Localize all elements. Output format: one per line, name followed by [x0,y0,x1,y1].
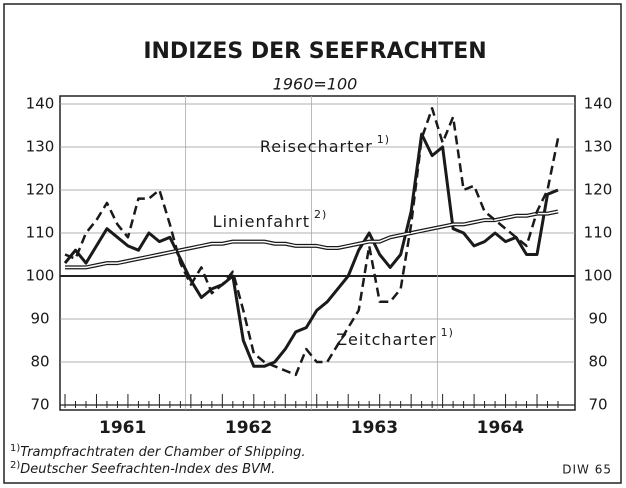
plot-frame [59,95,576,411]
series-line [63,132,559,368]
series-note: 1) [377,133,390,146]
x-tick-label: 1963 [351,418,398,438]
y-tick-label: 90 [30,310,49,328]
chart-subtitle: 1960=100 [273,75,358,94]
series-label: Linienfahrt 2) [213,208,328,231]
y2-tick-label: 80 [588,353,607,371]
y-tick-label: 70 [30,396,49,414]
y2-tick-label: 130 [584,138,613,156]
footnote-marker: 2) [10,460,20,471]
y2-tick-label: 110 [584,224,613,242]
y2-tick-label: 120 [584,181,613,199]
y-tick-label: 130 [26,138,55,156]
y-tick-label: 140 [26,95,55,113]
y-tick-label: 100 [26,267,55,285]
series-name: Reisecharter [260,137,373,156]
footnote-text: Deutscher Seefrachten-Index des BVM. [20,462,275,477]
series-label: Zeitcharter 1) [336,326,454,349]
y-tick-label: 120 [26,181,55,199]
footnote: 1)Trampfrachtraten der Chamber of Shippi… [10,443,305,460]
y-tick-label: 110 [26,224,55,242]
footnote-text: Trampfrachtraten der Chamber of Shipping… [20,445,305,460]
series-line-inner [65,210,559,269]
chart-title: INDIZES DER SEEFRACHTEN [143,39,486,64]
series-name: Linienfahrt [213,212,310,231]
source: DIW 65 [562,463,612,477]
y2-tick-label: 140 [584,95,613,113]
x-tick-label: 1962 [225,418,272,438]
x-tick-label: 1964 [477,418,524,438]
x-tick-label: 1961 [99,418,146,438]
series-label: Reisecharter 1) [260,133,390,156]
footnote-marker: 1) [10,443,20,454]
y-tick-label: 80 [30,353,49,371]
y2-tick-label: 70 [588,396,607,414]
y2-tick-label: 90 [588,310,607,328]
footnote: 2)Deutscher Seefrachten-Index des BVM. [10,460,275,477]
y2-tick-label: 100 [584,267,613,285]
series-note: 2) [314,208,327,221]
outer-frame [3,3,622,484]
series-name: Zeitcharter [336,330,437,349]
series-line [64,107,560,377]
series-note: 1) [441,326,454,339]
